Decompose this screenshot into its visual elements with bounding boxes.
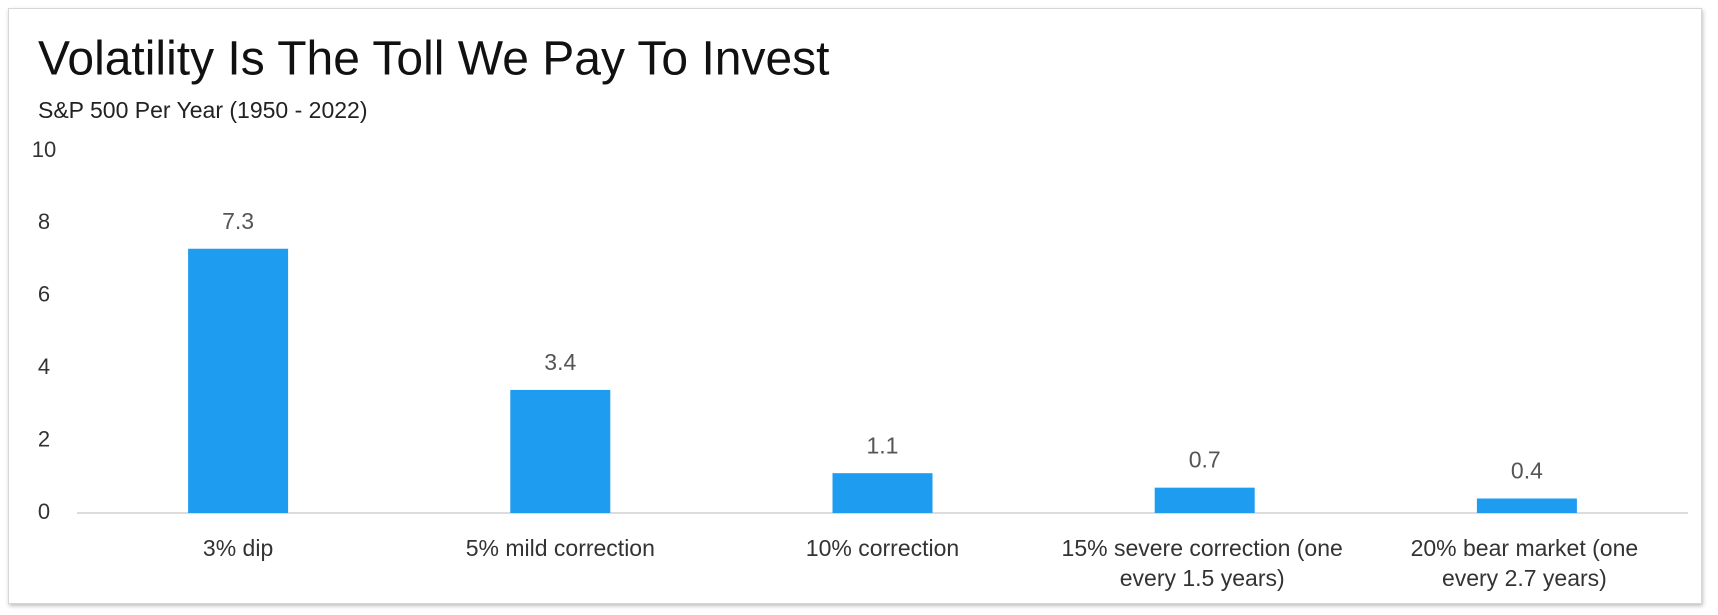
value-label: 1.1 <box>867 432 899 458</box>
bar <box>510 389 611 513</box>
y-tick-label: 2 <box>38 426 50 451</box>
bar <box>188 248 289 514</box>
value-label: 0.4 <box>1511 458 1543 484</box>
y-tick-label: 8 <box>38 209 50 234</box>
x-tick-label: 3% dip <box>202 535 274 561</box>
value-label: 0.7 <box>1189 447 1221 473</box>
x-tick-label: 5% mild correction <box>465 535 655 561</box>
y-tick-label: 6 <box>38 282 50 307</box>
y-tick-label: 4 <box>38 354 50 379</box>
chart-title: Volatility Is The Toll We Pay To Invest <box>38 33 830 86</box>
value-label: 7.3 <box>222 208 254 234</box>
x-tick-label: 15% severe correction (one every 1.5 yea… <box>1061 535 1343 591</box>
x-tick-label: 20% bear market (one every 2.7 years) <box>1410 535 1639 591</box>
chart-subtitle: S&P 500 Per Year (1950 - 2022) <box>38 97 367 123</box>
y-tick-label: 10 <box>32 137 56 162</box>
y-tick-label: 0 <box>38 499 50 524</box>
x-tick-label: 10% correction <box>805 535 960 561</box>
bar <box>1476 498 1577 513</box>
bar <box>1154 487 1255 513</box>
bar <box>832 473 933 513</box>
value-label: 3.4 <box>544 349 576 375</box>
